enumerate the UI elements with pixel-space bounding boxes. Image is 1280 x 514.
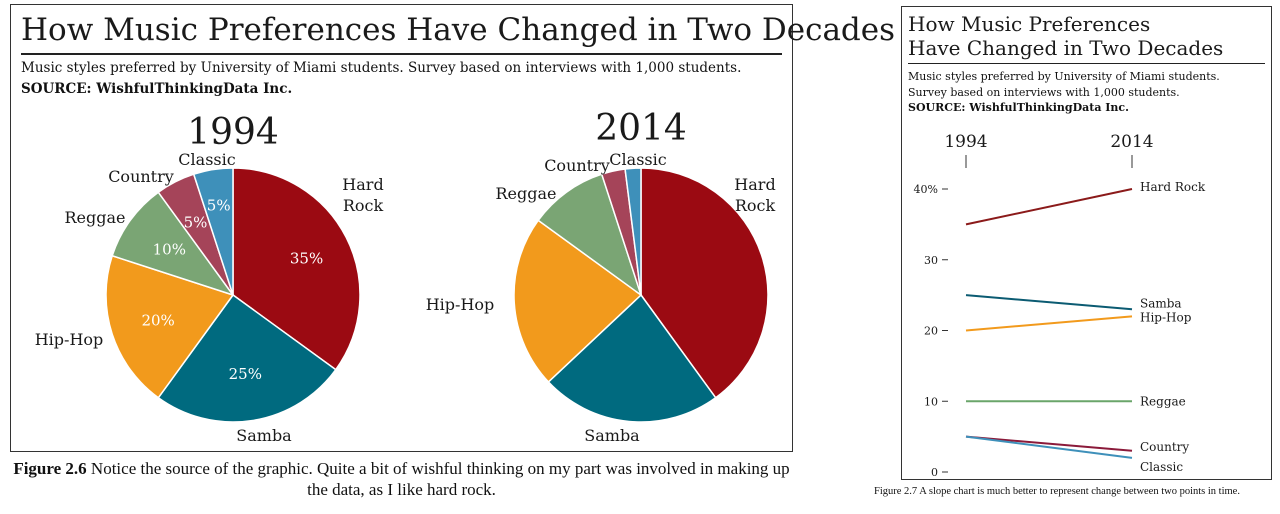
pie-category-label: Hard Rock — [734, 175, 775, 215]
pie-value-label: 35% — [290, 250, 323, 268]
figure-caption-2-7: Figure 2.7 A slope chart is much better … — [874, 486, 1240, 497]
pie-slice-classic — [192, 167, 234, 296]
y-tick-label: 30 — [924, 254, 938, 267]
pie-1994: 1994 35% Hard Rock 25% Samba 20% Hip-Hop 10% Regg… — [35, 112, 384, 445]
slope-line-hard-rock — [965, 188, 1133, 226]
pie-category-label: Classic — [178, 150, 235, 169]
slope-title-line-1: How Music Preferences — [908, 12, 1151, 36]
pie-charts: 1994 35% Hard Rock 25% Samba 20% Hip-Hop 10% Regg… — [35, 108, 776, 445]
x-axis-label-2014: 2014 — [1110, 132, 1153, 152]
slope-title-rule — [908, 63, 1265, 64]
caption-figure-number: Figure 2.6 — [13, 459, 87, 478]
slope-line-classic — [965, 435, 1133, 459]
pie-2014: 2014 Hard Rock Samba Hip-Hop Reggae Country Cla… — [426, 108, 776, 445]
pie-slice-reggae — [111, 191, 235, 297]
pie-value-label: 25% — [229, 365, 262, 383]
chart-subtitle: Music styles preferred by University of … — [21, 60, 742, 76]
pie-value-label: 20% — [141, 311, 174, 329]
title-rule — [21, 53, 782, 55]
pie-category-label: Hip-Hop — [35, 330, 104, 349]
pie-slice-hip-hop — [105, 254, 235, 399]
pie-category-label: Samba — [584, 426, 640, 445]
x-axis-label-1994: 1994 — [944, 132, 987, 152]
slope-chart-panel: How Music Preferences Have Changed in Tw… — [901, 6, 1272, 480]
y-tick-label: 40% — [914, 183, 938, 196]
slope-line-country — [965, 435, 1133, 452]
slope-label-hip-hop: Hip-Hop — [1140, 310, 1192, 324]
y-tick-label: 10 — [924, 395, 938, 408]
pie-slice-samba — [547, 293, 717, 423]
pie-category-label: Country — [544, 156, 610, 175]
pie-slice-hip-hop — [513, 219, 643, 383]
pie-slice-reggae — [537, 173, 643, 297]
slope-subtitle: Music styles preferred by University of … — [908, 70, 1220, 99]
y-tick-label: 0 — [931, 466, 938, 479]
slope-line-hip-hop — [965, 315, 1133, 332]
pie-slice-samba — [157, 293, 337, 423]
pie-slice-hard-rock — [640, 167, 769, 399]
slope-label-classic: Classic — [1140, 460, 1183, 474]
pie-title: 1994 — [187, 112, 279, 153]
slope-line-samba — [965, 294, 1133, 311]
pie-value-label: 5% — [207, 197, 231, 215]
pie-category-label: Samba — [236, 426, 292, 445]
figure-caption-2-6: Figure 2.6 Notice the source of the grap… — [10, 458, 793, 500]
pie-title: 2014 — [595, 108, 687, 149]
slope-label-country: Country — [1140, 440, 1189, 454]
slope-source: SOURCE: WishfulThinkingData Inc. — [908, 101, 1129, 114]
y-tick-label: 20 — [924, 325, 938, 338]
pie-category-label: Country — [108, 167, 174, 186]
slope-title-line-2: Have Changed in Two Decades — [908, 36, 1224, 60]
pie-value-label: 5% — [184, 213, 208, 231]
pie-chart-panel: How Music Preferences Have Changed in Tw… — [10, 4, 895, 452]
caption-text: Notice the source of the graphic. Quite … — [86, 459, 790, 499]
slope-chart-title: How Music Preferences Have Changed in Tw… — [908, 12, 1223, 60]
pie-value-label: 10% — [153, 241, 186, 259]
chart-source: SOURCE: WishfulThinkingData Inc. — [21, 81, 293, 97]
pie-category-label: Reggae — [64, 208, 125, 227]
pie-category-label: Reggae — [495, 184, 556, 203]
pie-category-label: Classic — [609, 150, 666, 169]
slope-label-samba: Samba — [1140, 296, 1182, 310]
slope-label-hard-rock: Hard Rock — [1140, 180, 1206, 194]
slope-label-reggae: Reggae — [1140, 394, 1186, 408]
pie-slice-hard-rock — [232, 167, 361, 371]
pie-slice-classic — [624, 167, 642, 296]
chart-title: How Music Preferences Have Changed in Tw… — [21, 12, 896, 48]
pie-category-label: Hip-Hop — [426, 295, 495, 314]
pie-category-label: Hard Rock — [342, 175, 383, 215]
